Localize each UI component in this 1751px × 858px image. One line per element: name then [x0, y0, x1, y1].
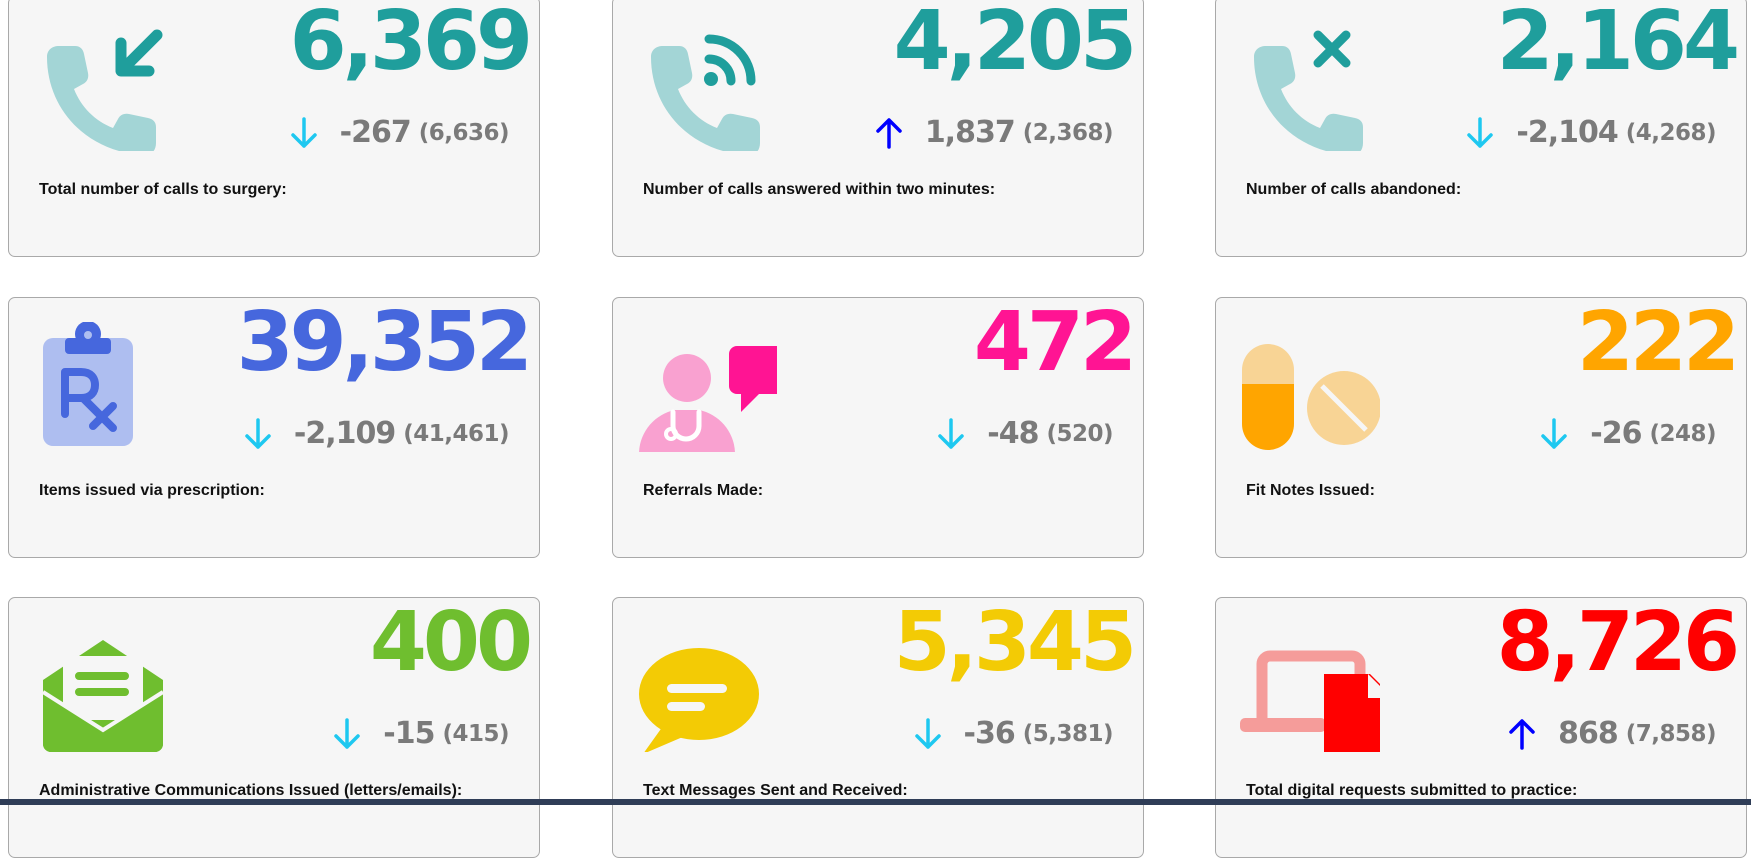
- phone-cross-icon: [1240, 21, 1380, 151]
- arrow-down-icon: [914, 717, 942, 751]
- metric-value: 400: [369, 597, 533, 690]
- card-label: Text Messages Sent and Received:: [643, 782, 908, 799]
- card-admin-comms: 400 -15 (415) Administrative Communicati…: [8, 597, 540, 858]
- change-row: 1,837 (2,368): [875, 115, 1114, 150]
- card-fit-notes: 222 -26 (248) Fit Notes Issued:: [1215, 297, 1747, 558]
- card-calls-answered: 4,205 1,837 (2,368) Number of calls answ…: [612, 0, 1144, 257]
- arrow-up-icon: [1508, 717, 1536, 751]
- metric-value: 5,345: [893, 597, 1137, 690]
- change-row: -15 (415): [333, 716, 509, 751]
- doctor-chat-icon: [637, 322, 777, 452]
- metric-value: 6,369: [289, 0, 533, 89]
- previous-value: (415): [442, 720, 509, 747]
- change-value: 868: [1558, 716, 1619, 751]
- change-value: 1,837: [924, 115, 1016, 150]
- previous-value: (2,368): [1022, 119, 1114, 146]
- arrow-down-icon: [937, 417, 965, 451]
- card-label: Total number of calls to surgery:: [39, 181, 287, 198]
- change-row: -2,109 (41,461): [244, 416, 509, 451]
- metric-value: 4,205: [893, 0, 1137, 89]
- change-row: -267 (6,636): [290, 115, 510, 150]
- change-row: -2,104 (4,268): [1466, 115, 1717, 150]
- change-value: -2,109: [293, 416, 396, 451]
- card-label: Fit Notes Issued:: [1246, 482, 1375, 499]
- change-row: 868 (7,858): [1508, 716, 1717, 751]
- card-referrals: 472 -48 (520) Referrals Made:: [612, 297, 1144, 558]
- previous-value: (6,636): [418, 119, 510, 146]
- metric-value: 2,164: [1496, 0, 1740, 89]
- change-value: -267: [339, 115, 412, 150]
- arrow-up-icon: [875, 116, 903, 150]
- previous-value: (4,268): [1625, 119, 1717, 146]
- arrow-down-icon: [1466, 116, 1494, 150]
- card-total-calls: 6,369 -267 (6,636) Total number of calls…: [8, 0, 540, 257]
- card-label: Referrals Made:: [643, 482, 764, 499]
- phone-signal-icon: [637, 21, 777, 151]
- open-envelope-icon: [33, 622, 173, 752]
- metric-value: 222: [1576, 297, 1740, 390]
- change-row: -26 (248): [1540, 416, 1716, 451]
- previous-value: (41,461): [403, 420, 509, 447]
- card-label: Total digital requests submitted to prac…: [1246, 782, 1578, 799]
- previous-value: (7,858): [1625, 720, 1717, 747]
- window-bottom-edge: [0, 799, 1751, 805]
- change-value: -48: [987, 416, 1039, 451]
- change-value: -36: [963, 716, 1016, 751]
- arrow-down-icon: [290, 116, 318, 150]
- card-text-messages: 5,345 -36 (5,381) Text Messages Sent and…: [612, 597, 1144, 858]
- card-label: Number of calls abandoned:: [1246, 181, 1462, 198]
- card-digital-requests: 8,726 868 (7,858) Total digital requests…: [1215, 597, 1747, 858]
- pills-icon: [1240, 322, 1380, 452]
- speech-bubble-icon: [637, 622, 777, 752]
- metric-value: 39,352: [236, 297, 533, 390]
- previous-value: (248): [1649, 420, 1716, 447]
- card-label: Administrative Communications Issued (le…: [39, 782, 463, 799]
- card-label: Items issued via prescription:: [39, 482, 265, 499]
- arrow-down-icon: [244, 417, 272, 451]
- arrow-down-icon: [1540, 417, 1568, 451]
- change-value: -26: [1590, 416, 1642, 451]
- phone-incoming-icon: [33, 21, 173, 151]
- card-prescriptions: 39,352 -2,109 (41,461) Items issued via …: [8, 297, 540, 558]
- arrow-down-icon: [333, 717, 361, 751]
- prescription-clipboard-icon: [33, 322, 173, 452]
- card-calls-abandoned: 2,164 -2,104 (4,268) Number of calls aba…: [1215, 0, 1747, 257]
- change-row: -36 (5,381): [914, 716, 1114, 751]
- change-value: -15: [383, 716, 435, 751]
- previous-value: (520): [1046, 420, 1113, 447]
- laptop-document-icon: [1240, 622, 1380, 752]
- metric-value: 472: [973, 297, 1137, 390]
- change-row: -48 (520): [937, 416, 1113, 451]
- metric-value: 8,726: [1496, 597, 1740, 690]
- card-label: Number of calls answered within two minu…: [643, 181, 996, 198]
- change-value: -2,104: [1516, 115, 1618, 150]
- previous-value: (5,381): [1022, 720, 1114, 747]
